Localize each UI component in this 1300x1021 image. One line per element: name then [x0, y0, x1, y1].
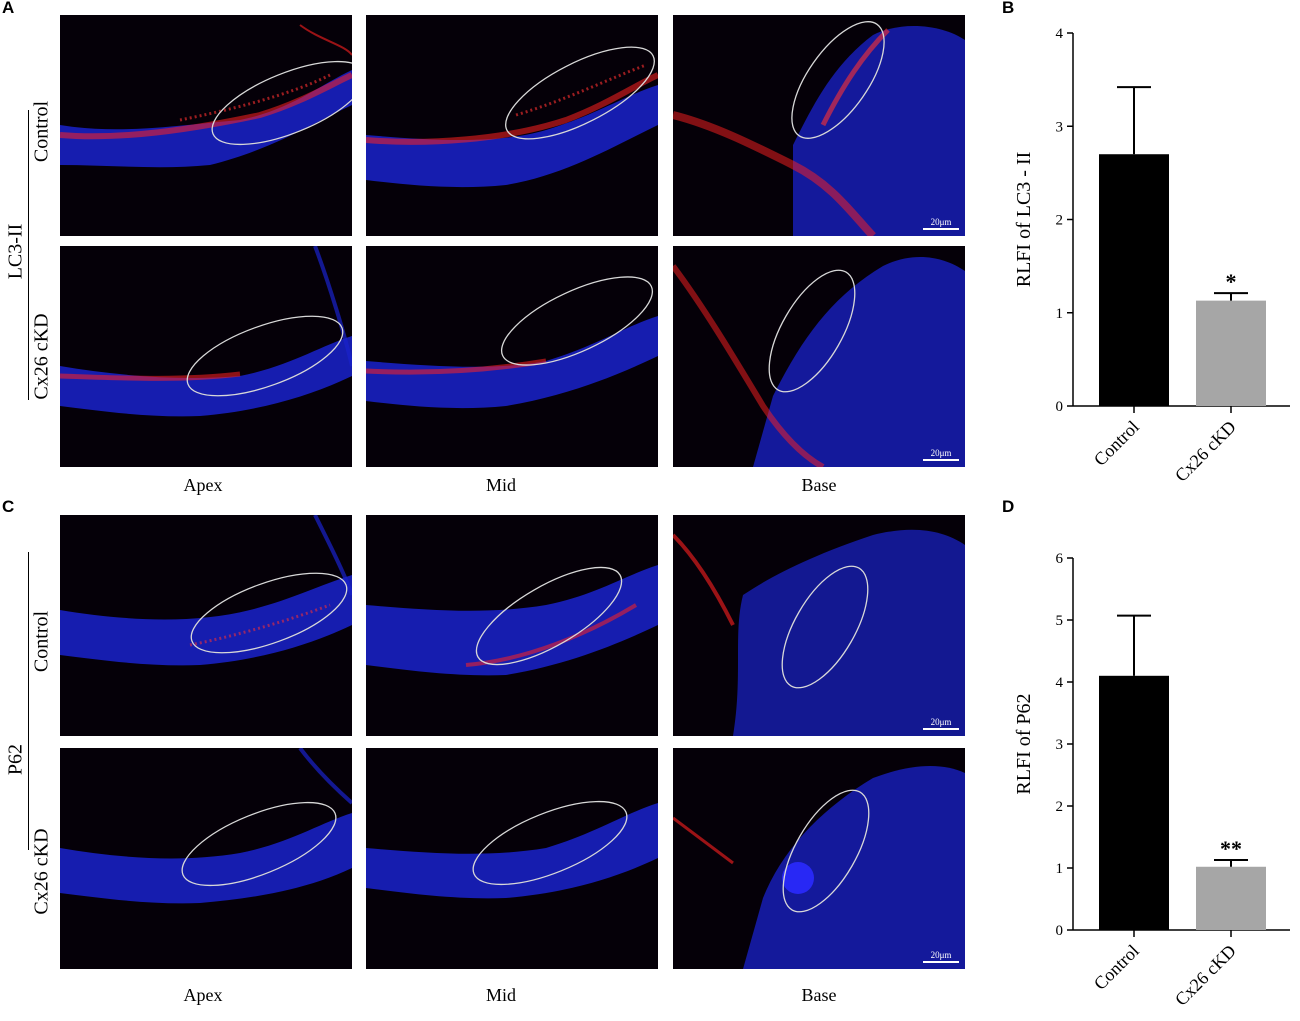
micrograph-p62-control-apex [60, 515, 352, 736]
x-tick-label: Control [1090, 941, 1143, 994]
micrograph-lc3-ckd-base: 20μm [673, 246, 965, 467]
y-tick-label: 5 [1056, 613, 1064, 629]
y-tick-label: 4 [1056, 675, 1064, 691]
row-label-ckd-bottom: Cx26 cKD [30, 828, 53, 915]
bar-control [1099, 154, 1169, 406]
marker-label-lc3: LC3-II [4, 223, 27, 280]
bar-control [1099, 675, 1169, 930]
y-tick-label: 0 [1056, 399, 1064, 415]
row-divider-top [28, 110, 29, 400]
bar-cx26-ckd [1196, 300, 1266, 406]
micrograph-p62-control-base: 20μm [673, 515, 965, 736]
y-tick-label: 4 [1056, 26, 1064, 42]
scale-bar-label: 20μm [930, 950, 952, 960]
y-tick-label: 3 [1056, 737, 1064, 753]
x-tick-label: Control [1090, 417, 1143, 470]
panel-letter-a: A [2, 0, 15, 17]
y-axis-label: RLFI of P62 [1013, 693, 1035, 794]
column-label-apex-bottom: Apex [183, 985, 223, 1005]
bar-chart-lc3-svg: 0 1 2 3 4 RLFI of LC3 - II Control Cx26 cKD * [1013, 26, 1290, 486]
y-axis-label: RLFI of LC3 - II [1013, 152, 1035, 288]
row-divider-bottom [28, 552, 29, 850]
micrograph-p62-control-mid [366, 515, 658, 736]
scale-bar-label: 20μm [930, 717, 952, 727]
panel-letter-b: B [1002, 0, 1015, 17]
scale-bar-bottom-row2: 20μm [923, 950, 959, 963]
column-label-mid-bottom: Mid [485, 985, 516, 1005]
y-tick-label: 0 [1056, 923, 1064, 939]
micrograph-lc3-control-mid [366, 15, 658, 236]
row-label-control-top: Control [30, 100, 53, 163]
micrograph-lc3-ckd-mid [366, 246, 658, 467]
bar-cx26-ckd [1196, 866, 1266, 930]
column-label-mid-top: Mid [485, 475, 516, 495]
scale-bar-top-row1: 20μm [923, 217, 959, 230]
micrograph-p62-ckd-base: 20μm [673, 748, 965, 969]
row-label-control-bottom: Control [30, 610, 53, 673]
significance-marker: ** [1220, 836, 1242, 861]
significance-marker: * [1226, 269, 1237, 294]
bar-chart-lc3: 0 1 2 3 4 RLFI of LC3 - II Control Cx26 cKD * [1000, 20, 1300, 500]
bar-chart-p62-svg: 0 1 2 3 4 5 6 RLFI of P62 Control Cx26 cKD ** [1013, 551, 1290, 1010]
scale-bar-label: 20μm [930, 448, 952, 458]
micrograph-p62-ckd-mid [366, 748, 658, 969]
column-label-apex-top: Apex [183, 475, 223, 495]
micrograph-lc3-control-apex [60, 15, 352, 236]
y-tick-label: 3 [1056, 119, 1064, 135]
column-label-base-bottom: Base [801, 985, 837, 1005]
micrograph-lc3-ckd-apex [60, 246, 352, 467]
scale-bar-label: 20μm [930, 217, 952, 227]
marker-label-p62: P62 [4, 743, 27, 776]
micrograph-lc3-control-base: 20μm [673, 15, 965, 236]
column-label-base-top: Base [801, 475, 837, 495]
panel-letter-c: C [2, 497, 15, 516]
y-tick-label: 6 [1056, 551, 1064, 567]
x-tick-label: Cx26 cKD [1171, 941, 1240, 1010]
y-tick-label: 1 [1056, 861, 1064, 877]
panel-letter-d: D [1002, 497, 1015, 516]
y-tick-label: 2 [1056, 213, 1064, 229]
x-tick-label: Cx26 cKD [1171, 417, 1240, 486]
y-tick-label: 2 [1056, 799, 1064, 815]
scale-bar-bottom-row1: 20μm [923, 717, 959, 730]
bar-chart-p62: 0 1 2 3 4 5 6 RLFI of P62 Control Cx26 cKD ** [1000, 545, 1300, 1016]
micrograph-p62-ckd-apex [60, 748, 352, 969]
y-tick-label: 1 [1056, 306, 1064, 322]
row-label-ckd-top: Cx26 cKD [30, 313, 53, 400]
scale-bar-top-row2: 20μm [923, 448, 959, 461]
